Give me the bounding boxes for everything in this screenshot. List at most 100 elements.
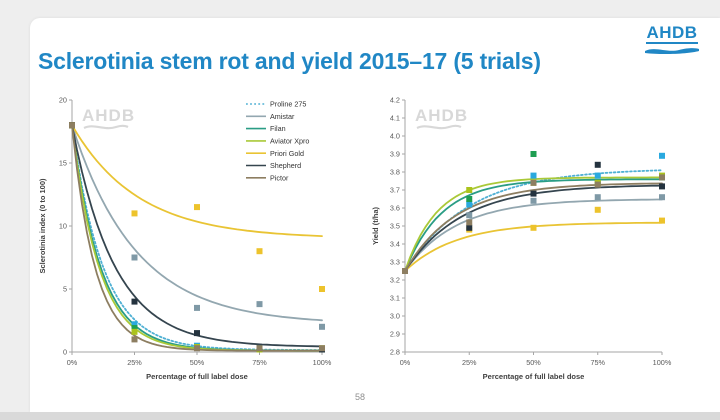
data-point-pictor bbox=[194, 345, 200, 352]
data-point-amistar bbox=[319, 323, 325, 330]
slide-card bbox=[30, 18, 720, 412]
y-tick-label: 5 bbox=[63, 285, 67, 294]
data-point-shepherd bbox=[594, 161, 601, 168]
data-point-priori-gold bbox=[530, 224, 537, 231]
data-point-amistar bbox=[659, 194, 665, 201]
series-curve-priori-gold bbox=[71, 124, 323, 237]
legend-label: Filan bbox=[270, 124, 286, 133]
y-tick-label: 2.8 bbox=[390, 348, 400, 357]
data-point-proline-275 bbox=[594, 172, 601, 179]
data-point-filan bbox=[466, 196, 473, 202]
watermark-text: AHDB bbox=[415, 106, 468, 125]
y-axis-title: Yield (t/ha) bbox=[371, 206, 380, 245]
y-tick-label: 3.5 bbox=[390, 222, 400, 231]
x-tick-label: 75% bbox=[590, 358, 605, 367]
legend-label: Priori Gold bbox=[270, 149, 304, 158]
data-point-proline-275 bbox=[131, 321, 138, 328]
series-curve-amistar bbox=[404, 198, 663, 272]
y-tick-label: 4.2 bbox=[390, 96, 400, 105]
x-tick-label: 25% bbox=[462, 358, 477, 367]
x-tick-label: 100% bbox=[653, 358, 672, 367]
x-tick-label: 100% bbox=[313, 358, 332, 367]
data-point-pictor bbox=[659, 174, 665, 181]
bottom-bar bbox=[0, 412, 720, 420]
data-point-amistar bbox=[131, 254, 138, 261]
series-curve-amistar bbox=[71, 124, 323, 322]
ahdb-logo: AHDB bbox=[640, 24, 704, 55]
x-axis-title: Percentage of full label dose bbox=[146, 372, 248, 381]
page-number: 58 bbox=[354, 392, 365, 402]
data-point-pictor bbox=[594, 181, 601, 188]
data-point-priori-gold bbox=[256, 248, 263, 255]
legend-label: Aviator Xpro bbox=[270, 137, 309, 146]
y-tick-label: 3.8 bbox=[390, 168, 400, 177]
data-point-amistar bbox=[194, 304, 200, 311]
data-point-amistar bbox=[594, 194, 601, 201]
series-curve-pictor bbox=[404, 182, 663, 272]
data-point-priori-gold bbox=[131, 210, 138, 217]
data-point-proline-275 bbox=[659, 152, 665, 159]
sclerotinia-index-chart: AHDB 0 5 10 15 20 0% 25% 50% 75% 100% Percentage of… bbox=[38, 96, 332, 381]
y-tick-label: 4.1 bbox=[390, 114, 400, 123]
watermark-wave-icon bbox=[83, 124, 129, 130]
y-tick-label: 4.0 bbox=[390, 132, 400, 141]
series-curve-shepherd bbox=[71, 124, 323, 348]
y-tick-label: 3.2 bbox=[390, 276, 400, 285]
ahdb-logo-wave-icon bbox=[645, 48, 699, 55]
page-title: Sclerotinia stem rot and yield 2015–17 (… bbox=[38, 48, 541, 74]
x-tick-label: 50% bbox=[190, 358, 205, 367]
data-point-shepherd bbox=[659, 183, 665, 190]
legend-label: Pictor bbox=[270, 173, 289, 182]
ahdb-logo-text: AHDB bbox=[646, 23, 698, 44]
data-point-pictor bbox=[69, 122, 75, 129]
data-point-filan bbox=[131, 325, 138, 332]
yield-chart: AHDB 2.8 2.9 3.0 3.1 3.2 3.3 3.4 3.5 3.6 3.7 3.8 3.9… bbox=[371, 96, 672, 381]
watermark-text: AHDB bbox=[82, 106, 135, 125]
data-point-aviator-xpro bbox=[466, 187, 473, 193]
data-point-shepherd bbox=[131, 298, 138, 305]
y-tick-label: 3.7 bbox=[390, 186, 400, 195]
y-tick-label: 20 bbox=[59, 96, 67, 105]
data-point-aviator-xpro bbox=[131, 328, 138, 335]
data-point-pictor bbox=[466, 219, 473, 226]
y-tick-label: 3.6 bbox=[390, 204, 400, 213]
data-point-pictor bbox=[319, 345, 325, 352]
data-point-pictor bbox=[256, 345, 263, 352]
x-tick-label: 75% bbox=[252, 358, 267, 367]
y-tick-label: 3.9 bbox=[390, 150, 400, 159]
data-point-amistar bbox=[256, 301, 263, 308]
y-axis-title: Sclerotinia index (0 to 100) bbox=[38, 178, 47, 274]
x-tick-label: 0% bbox=[67, 358, 78, 367]
data-point-filan bbox=[530, 151, 537, 157]
data-point-shepherd bbox=[466, 224, 473, 231]
y-tick-label: 10 bbox=[59, 222, 67, 231]
y-tick-label: 3.4 bbox=[390, 240, 400, 249]
y-tick-label: 0 bbox=[63, 348, 67, 357]
y-tick-label: 3.1 bbox=[390, 294, 400, 303]
x-tick-label: 0% bbox=[400, 358, 411, 367]
data-point-proline-275 bbox=[530, 172, 537, 179]
legend-label: Shepherd bbox=[270, 161, 301, 170]
x-axis-title: Percentage of full label dose bbox=[483, 372, 585, 381]
data-point-priori-gold bbox=[194, 204, 200, 211]
x-tick-label: 25% bbox=[127, 358, 142, 367]
y-tick-label: 15 bbox=[59, 159, 67, 168]
series-curve-aviator-xpro bbox=[404, 176, 663, 272]
data-point-shepherd bbox=[530, 190, 537, 197]
watermark-wave-icon bbox=[416, 124, 462, 130]
legend-label: Amistar bbox=[270, 112, 295, 121]
data-point-pictor bbox=[402, 268, 408, 274]
legend-label: Proline 275 bbox=[270, 100, 306, 109]
data-point-priori-gold bbox=[594, 206, 601, 213]
data-point-pictor bbox=[530, 179, 537, 186]
data-point-amistar bbox=[466, 212, 473, 219]
data-point-priori-gold bbox=[319, 286, 325, 292]
data-point-pictor bbox=[131, 336, 138, 343]
data-point-amistar bbox=[530, 197, 537, 204]
y-tick-label: 2.9 bbox=[390, 330, 400, 339]
data-point-priori-gold bbox=[659, 217, 665, 224]
x-tick-label: 50% bbox=[526, 358, 541, 367]
y-tick-label: 3.3 bbox=[390, 258, 400, 267]
y-tick-label: 3.0 bbox=[390, 312, 400, 321]
data-point-proline-275 bbox=[466, 201, 473, 208]
